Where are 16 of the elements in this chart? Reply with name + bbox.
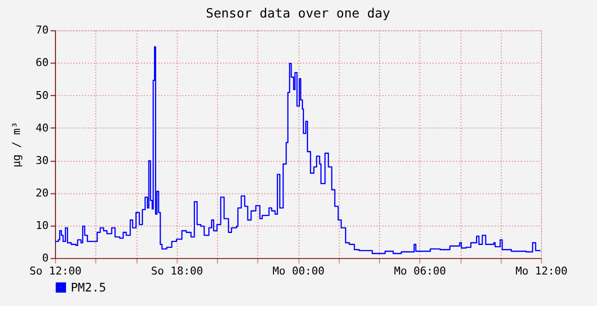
y-tick-label: 30 <box>36 154 49 167</box>
y-axis-title: µg / m³ <box>10 122 23 168</box>
chart-title: Sensor data over one day <box>206 6 390 22</box>
x-tick-label: So 18:00 <box>150 264 203 278</box>
x-tick-label: So 12:00 <box>29 264 82 278</box>
y-tick-label: 10 <box>36 218 49 232</box>
x-tick-label: Mo 12:00 <box>516 264 568 278</box>
y-tick-label: 60 <box>36 56 49 70</box>
y-tick-label: 20 <box>36 186 49 200</box>
y-tick-label: 70 <box>36 24 49 37</box>
y-tick-label: 0 <box>42 252 49 264</box>
x-tick-label: Mo 00:00 <box>272 264 325 278</box>
legend-label: PM2.5 <box>70 280 106 294</box>
y-tick-label: 40 <box>36 121 49 134</box>
y-tick-label: 50 <box>36 88 49 102</box>
x-tick-label: Mo 06:00 <box>394 264 446 278</box>
